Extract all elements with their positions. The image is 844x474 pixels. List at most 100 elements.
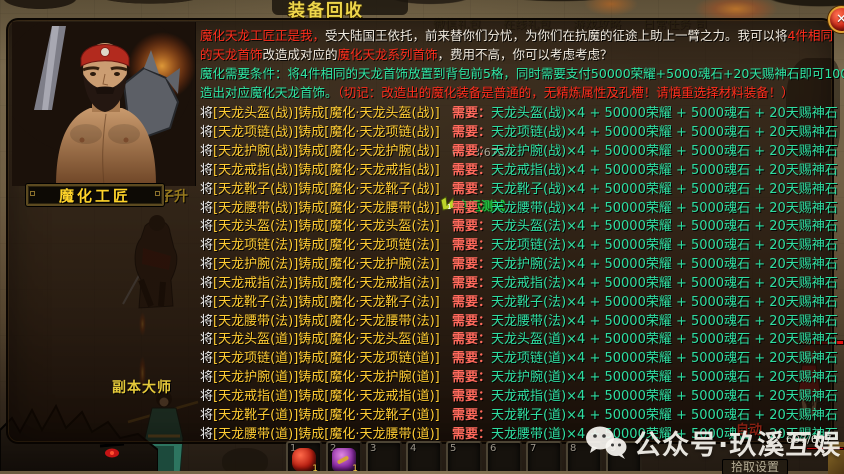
need-label: 需要： bbox=[452, 238, 492, 253]
craft-link[interactable]: [天龙戒指(战)]铸成[魔化·天龙戒指(战)] bbox=[213, 163, 440, 178]
craft-row-prefix: 将 bbox=[200, 276, 214, 291]
requirement-text: 天龙戒指(法)×4 + 50000荣耀 + 5000魂石 + 20天赐神石 bbox=[491, 276, 838, 291]
brazier-fire-glow bbox=[584, 0, 638, 16]
hotbar-slot-8[interactable]: 8 bbox=[566, 441, 602, 474]
craft-row-prefix: 将 bbox=[200, 125, 214, 140]
dialog-intro-line: 魔化天龙工匠正是我，受大陆国王依托，前来替你们分忧，为你们在抗魔的征途上助上一臂… bbox=[200, 28, 833, 43]
craft-row-prefix: 将 bbox=[200, 257, 214, 272]
requirement-text: 天龙护腕(法)×4 + 50000荣耀 + 5000魂石 + 20天赐神石 bbox=[491, 257, 838, 272]
craft-link[interactable]: [天龙护腕(战)]铸成[魔化·天龙护腕(战)] bbox=[213, 144, 440, 159]
pickup-settings-button[interactable]: 拾取设置 bbox=[722, 459, 788, 474]
slot-number: 4 bbox=[410, 443, 417, 454]
craft-row: 将[天龙腰带(法)]铸成[魔化·天龙腰带(法)] 需要：天龙腰带(法)×4 + 5… bbox=[200, 312, 840, 331]
craft-row: 将[天龙靴子(法)]铸成[魔化·天龙靴子(法)] 需要：天龙靴子(法)×4 + 5… bbox=[200, 293, 840, 312]
craft-row: 将[天龙腰带(道)]铸成[魔化·天龙腰带(道)] 需要：天龙腰带(道)×4 + 5… bbox=[200, 425, 840, 444]
auto-label[interactable]: 自动 bbox=[736, 423, 763, 438]
craft-link[interactable]: [天龙头盔(法)]铸成[魔化·天龙头盔(法)] bbox=[213, 219, 440, 234]
hotbar-slot-6[interactable]: 6 bbox=[486, 441, 522, 474]
craft-row: 将[天龙护腕(战)]铸成[魔化·天龙护腕(战)] 需要：天龙护腕(战)×4 + 5… bbox=[200, 142, 840, 161]
craft-row: 将[天龙护腕(道)]铸成[魔化·天龙护腕(道)] 需要：天龙护腕(道)×4 + 5… bbox=[200, 368, 840, 387]
dungeon-master-label[interactable]: 副本大师 bbox=[112, 380, 172, 396]
need-label: 需要： bbox=[452, 219, 492, 234]
craft-row: 将[天龙头盔(道)]铸成[魔化·天龙头盔(道)] 需要：天龙头盔(道)×4 + 5… bbox=[200, 330, 840, 349]
craft-link[interactable]: [天龙靴子(战)]铸成[魔化·天龙靴子(战)] bbox=[213, 182, 440, 197]
craft-row-prefix: 将 bbox=[200, 408, 214, 423]
slot-number: 8 bbox=[570, 443, 577, 454]
hotbar-slot-4[interactable]: 4 bbox=[406, 441, 442, 474]
slot-number: 3 bbox=[370, 443, 377, 454]
need-label: 需要： bbox=[452, 163, 492, 178]
craft-row: 将[天龙靴子(战)]铸成[魔化·天龙靴子(战)] 需要：天龙靴子(战)×4 + 5… bbox=[200, 180, 840, 199]
craft-row: 将[天龙项链(道)]铸成[魔化·天龙项链(道)] 需要：天龙项链(道)×4 + 5… bbox=[200, 349, 840, 368]
item-count: 1 bbox=[312, 464, 318, 474]
need-label: 需要： bbox=[452, 144, 492, 159]
craft-link[interactable]: [天龙头盔(战)]铸成[魔化·天龙头盔(战)] bbox=[213, 106, 440, 121]
requirement-text: 天龙腰带(法)×4 + 50000荣耀 + 5000魂石 + 20天赐神石 bbox=[491, 314, 838, 329]
craft-row: 将[天龙项链(法)]铸成[魔化·天龙项链(法)] 需要：天龙项链(法)×4 + 5… bbox=[200, 236, 840, 255]
hotbar-slot-5[interactable]: 5 bbox=[446, 441, 482, 474]
monster-name-label: 幸运测试 bbox=[457, 199, 506, 213]
craft-link[interactable]: [天龙项链(战)]铸成[魔化·天龙项链(战)] bbox=[213, 125, 440, 140]
craft-group-法: 将[天龙头盔(法)]铸成[魔化·天龙头盔(法)] 需要：天龙头盔(法)×4 + 5… bbox=[200, 217, 840, 331]
slot-number: 5 bbox=[450, 443, 457, 454]
close-icon: ✕ bbox=[836, 12, 844, 27]
hotbar-item-purple[interactable] bbox=[332, 448, 356, 472]
craft-link[interactable]: [天龙腰带(法)]铸成[魔化·天龙腰带(法)] bbox=[213, 314, 440, 329]
hotbar-item-red[interactable] bbox=[292, 448, 316, 472]
need-label: 需要： bbox=[452, 295, 492, 310]
recycle-title-banner bbox=[272, 0, 408, 15]
craft-row: 将[天龙头盔(法)]铸成[魔化·天龙头盔(法)] 需要：天龙头盔(法)×4 + 5… bbox=[200, 217, 840, 236]
craft-row: 将[天龙护腕(法)]铸成[魔化·天龙护腕(法)] 需要：天龙护腕(法)×4 + 5… bbox=[200, 255, 840, 274]
close-button[interactable]: ✕ bbox=[828, 6, 844, 33]
craft-link[interactable]: [天龙项链(道)]铸成[魔化·天龙项链(道)] bbox=[213, 351, 440, 366]
craft-link[interactable]: [天龙戒指(法)]铸成[魔化·天龙戒指(法)] bbox=[213, 276, 440, 291]
craft-row: 将[天龙戒指(法)]铸成[魔化·天龙戒指(法)] 需要：天龙戒指(法)×4 + 5… bbox=[200, 274, 840, 293]
slot-number: 1 bbox=[290, 443, 297, 454]
need-label: 需要： bbox=[452, 182, 492, 197]
hotbar-slot-2[interactable]: 21 bbox=[326, 441, 362, 474]
dialog-intro-line: 魔化需要条件：将4件相同的天龙首饰放置到背包前5格，同时需要支付50000荣耀+… bbox=[200, 66, 844, 81]
craft-link[interactable]: [天龙头盔(道)]铸成[魔化·天龙头盔(道)] bbox=[213, 332, 440, 347]
requirement-text: 天龙靴子(法)×4 + 50000荣耀 + 5000魂石 + 20天赐神石 bbox=[491, 295, 838, 310]
top-rocks bbox=[0, 0, 844, 20]
craft-link[interactable]: [天龙腰带(战)]铸成[魔化·天龙腰带(战)] bbox=[213, 201, 440, 216]
dialog-intro-line: 的天龙首饰改造成对应的魔化天龙系列首饰，费用不高，你可以考虑考虑？ bbox=[200, 47, 613, 62]
need-label: 需要： bbox=[452, 332, 492, 347]
craft-row-prefix: 将 bbox=[200, 314, 214, 329]
craft-row-prefix: 将 bbox=[200, 427, 214, 442]
need-label: 需要： bbox=[452, 276, 492, 291]
requirement-text: 天龙戒指(道)×4 + 50000荣耀 + 5000魂石 + 20天赐神石 bbox=[491, 389, 838, 404]
watermark: 公众号·玖溪互娱 bbox=[584, 423, 841, 462]
craft-link[interactable]: [天龙项链(法)]铸成[魔化·天龙项链(法)] bbox=[213, 238, 440, 253]
corner-ui-fragment bbox=[828, 442, 844, 474]
requirement-text: 天龙靴子(战)×4 + 50000荣耀 + 5000魂石 + 20天赐神石 bbox=[491, 182, 838, 197]
hotbar-slot-7[interactable]: 7 bbox=[526, 441, 562, 474]
bottom-ui-edge bbox=[0, 471, 844, 474]
craft-link[interactable]: [天龙护腕(法)]铸成[魔化·天龙护腕(法)] bbox=[213, 257, 440, 272]
requirement-text: 天龙头盔(道)×4 + 50000荣耀 + 5000魂石 + 20天赐神石 bbox=[491, 332, 838, 347]
slot-number: 6 bbox=[490, 443, 497, 454]
craft-link[interactable]: [天龙护腕(道)]铸成[魔化·天龙护腕(道)] bbox=[213, 370, 440, 385]
craft-row-prefix: 将 bbox=[200, 389, 214, 404]
item-count: 1 bbox=[352, 464, 358, 474]
craft-link[interactable]: [天龙靴子(法)]铸成[魔化·天龙靴子(法)] bbox=[213, 295, 440, 310]
craft-link[interactable]: [天龙靴子(道)]铸成[魔化·天龙靴子(道)] bbox=[213, 408, 440, 423]
craft-link[interactable]: [天龙腰带(道)]铸成[魔化·天龙腰带(道)] bbox=[213, 427, 440, 442]
requirement-text: 天龙头盔(法)×4 + 50000荣耀 + 5000魂石 + 20天赐神石 bbox=[491, 219, 838, 234]
craft-link[interactable]: [天龙戒指(道)]铸成[魔化·天龙戒指(道)] bbox=[213, 389, 440, 404]
requirement-text: 天龙护腕(道)×4 + 50000荣耀 + 5000魂石 + 20天赐神石 bbox=[491, 370, 838, 385]
need-label: 需要： bbox=[452, 408, 492, 423]
craft-row-prefix: 将 bbox=[200, 351, 214, 366]
npc-name-banner: 魔化工匠 bbox=[26, 184, 164, 206]
hotbar: 11213456789 bbox=[286, 441, 646, 474]
requirement-text: 天龙戒指(战)×4 + 50000荣耀 + 5000魂石 + 20天赐神石 bbox=[491, 163, 838, 178]
requirement-text: 天龙靴子(道)×4 + 50000荣耀 + 5000魂石 + 20天赐神石 bbox=[491, 408, 838, 423]
hotbar-slot-3[interactable]: 3 bbox=[366, 441, 402, 474]
craft-row-prefix: 将 bbox=[200, 144, 214, 159]
craftsman-portrait-art bbox=[12, 22, 195, 186]
equipment-recycle-label[interactable]: 装备回收 bbox=[288, 1, 364, 21]
dialog-intro-line: 造出对应魔化天龙首饰。（切记：改造出的魔化装备是普通的，无精炼属性及孔槽！请慎重… bbox=[200, 85, 794, 100]
requirement-text: 天龙腰带(战)×4 + 50000荣耀 + 5000魂石 + 20天赐神石 bbox=[491, 201, 838, 216]
